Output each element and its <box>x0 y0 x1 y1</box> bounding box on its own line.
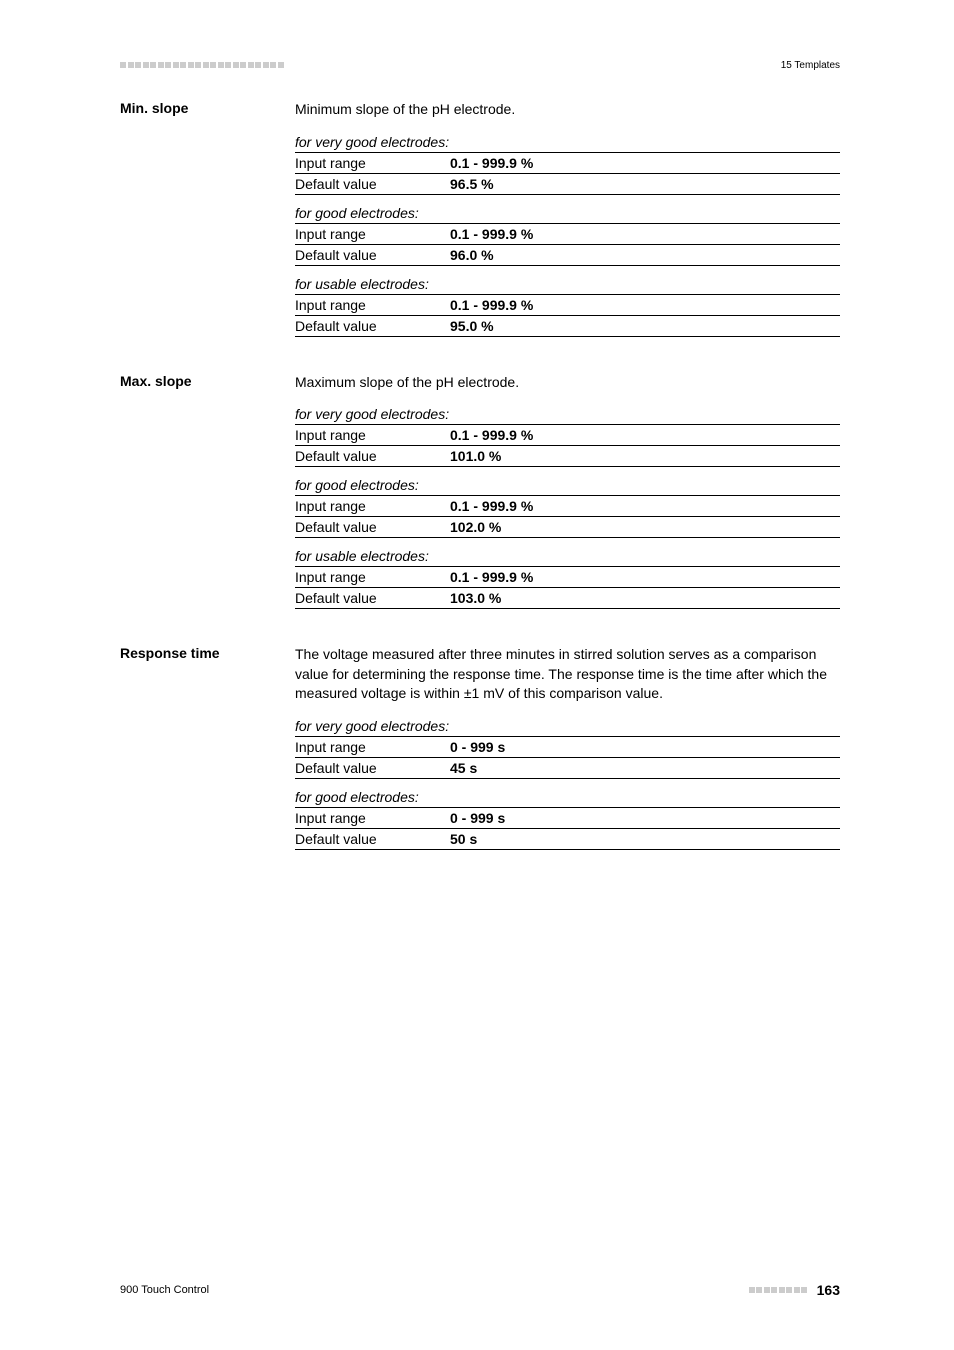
parameter-label: Max. slope <box>120 373 295 620</box>
kv-value: 103.0 % <box>450 590 501 606</box>
parameter-subgroup: for usable electrodes: Input range0.1 - 9… <box>295 276 840 337</box>
subgroup-heading: for good electrodes: <box>295 205 840 221</box>
kv-value: 0.1 - 999.9 % <box>450 297 533 313</box>
kv-table: Input range0.1 - 999.9 %Default value102… <box>295 495 840 538</box>
subgroup-heading: for good electrodes: <box>295 477 840 493</box>
parameter-section: Min. slopeMinimum slope of the pH electr… <box>120 100 840 347</box>
kv-table: Input range0.1 - 999.9 %Default value103… <box>295 566 840 609</box>
kv-key: Input range <box>295 498 450 514</box>
kv-row: Default value45 s <box>295 757 840 779</box>
parameter-subgroup: for usable electrodes: Input range0.1 - 9… <box>295 548 840 609</box>
kv-value: 102.0 % <box>450 519 501 535</box>
kv-value: 96.0 % <box>450 247 494 263</box>
kv-value: 0 - 999 s <box>450 810 505 826</box>
parameter-subgroup: for very good electrodes: Input range0 - … <box>295 718 840 779</box>
kv-row: Input range0.1 - 999.9 % <box>295 566 840 587</box>
parameter-row: Min. slopeMinimum slope of the pH electr… <box>120 100 840 347</box>
subgroup-heading: for very good electrodes: <box>295 406 840 422</box>
parameter-description: Minimum slope of the pH electrode. <box>295 100 840 120</box>
kv-table: Input range0 - 999 sDefault value45 s <box>295 736 840 779</box>
kv-row: Input range0 - 999 s <box>295 807 840 828</box>
kv-value: 101.0 % <box>450 448 501 464</box>
footer-right-group: 163 <box>749 1282 840 1298</box>
page-number: 163 <box>817 1282 840 1298</box>
kv-key: Input range <box>295 226 450 242</box>
parameter-section: Response timeThe voltage measured after … <box>120 645 840 860</box>
parameter-subgroup: for very good electrodes: Input range0.1 … <box>295 406 840 467</box>
kv-row: Default value102.0 % <box>295 516 840 538</box>
kv-key: Default value <box>295 760 450 776</box>
kv-value: 45 s <box>450 760 477 776</box>
page-content: Min. slopeMinimum slope of the pH electr… <box>120 100 840 886</box>
parameter-subgroup: for good electrodes: Input range0.1 - 999… <box>295 477 840 538</box>
parameter-description: The voltage measured after three minutes… <box>295 645 840 704</box>
kv-key: Default value <box>295 318 450 334</box>
kv-value: 95.0 % <box>450 318 494 334</box>
kv-value: 0.1 - 999.9 % <box>450 226 533 242</box>
kv-table: Input range0 - 999 sDefault value50 s <box>295 807 840 850</box>
kv-table: Input range0.1 - 999.9 %Default value96.… <box>295 152 840 195</box>
page-footer: 900 Touch Control 163 <box>120 1282 840 1298</box>
parameter-body: The voltage measured after three minutes… <box>295 645 840 860</box>
kv-row: Input range0.1 - 999.9 % <box>295 424 840 445</box>
kv-value: 0.1 - 999.9 % <box>450 498 533 514</box>
subgroup-heading: for usable electrodes: <box>295 276 840 292</box>
parameter-subgroup: for good electrodes: Input range0.1 - 999… <box>295 205 840 266</box>
parameter-label: Min. slope <box>120 100 295 347</box>
subgroup-heading: for very good electrodes: <box>295 718 840 734</box>
parameter-subgroup: for very good electrodes: Input range0.1 … <box>295 134 840 195</box>
header-ornament-squares <box>120 62 285 68</box>
kv-row: Default value96.5 % <box>295 173 840 195</box>
kv-key: Input range <box>295 297 450 313</box>
kv-key: Input range <box>295 155 450 171</box>
footer-ornament-squares <box>749 1287 809 1293</box>
chapter-label: 15 Templates <box>781 60 840 71</box>
kv-key: Default value <box>295 831 450 847</box>
kv-value: 50 s <box>450 831 477 847</box>
kv-table: Input range0.1 - 999.9 %Default value101… <box>295 424 840 467</box>
parameter-row: Response timeThe voltage measured after … <box>120 645 840 860</box>
kv-row: Input range0.1 - 999.9 % <box>295 223 840 244</box>
kv-key: Input range <box>295 427 450 443</box>
kv-row: Input range0 - 999 s <box>295 736 840 757</box>
page-header: 15 Templates <box>120 58 840 72</box>
footer-product-name: 900 Touch Control <box>120 1284 209 1296</box>
kv-row: Input range0.1 - 999.9 % <box>295 152 840 173</box>
kv-key: Input range <box>295 810 450 826</box>
subgroup-heading: for usable electrodes: <box>295 548 840 564</box>
parameter-body: Maximum slope of the pH electrode. for ve… <box>295 373 840 620</box>
parameter-subgroup: for good electrodes: Input range0 - 999 s… <box>295 789 840 850</box>
kv-row: Default value50 s <box>295 828 840 850</box>
kv-row: Default value103.0 % <box>295 587 840 609</box>
parameter-row: Max. slopeMaximum slope of the pH electr… <box>120 373 840 620</box>
kv-value: 0.1 - 999.9 % <box>450 569 533 585</box>
kv-row: Default value95.0 % <box>295 315 840 337</box>
kv-table: Input range0.1 - 999.9 %Default value96.… <box>295 223 840 266</box>
parameter-body: Minimum slope of the pH electrode. for ve… <box>295 100 840 347</box>
kv-value: 0 - 999 s <box>450 739 505 755</box>
kv-row: Input range0.1 - 999.9 % <box>295 495 840 516</box>
kv-key: Default value <box>295 247 450 263</box>
kv-key: Default value <box>295 519 450 535</box>
kv-value: 96.5 % <box>450 176 494 192</box>
kv-value: 0.1 - 999.9 % <box>450 427 533 443</box>
kv-row: Default value101.0 % <box>295 445 840 467</box>
kv-key: Default value <box>295 448 450 464</box>
subgroup-heading: for good electrodes: <box>295 789 840 805</box>
kv-row: Input range0.1 - 999.9 % <box>295 294 840 315</box>
kv-value: 0.1 - 999.9 % <box>450 155 533 171</box>
subgroup-heading: for very good electrodes: <box>295 134 840 150</box>
kv-key: Default value <box>295 176 450 192</box>
parameter-description: Maximum slope of the pH electrode. <box>295 373 840 393</box>
kv-key: Input range <box>295 569 450 585</box>
parameter-section: Max. slopeMaximum slope of the pH electr… <box>120 373 840 620</box>
parameter-label: Response time <box>120 645 295 860</box>
kv-table: Input range0.1 - 999.9 %Default value95.… <box>295 294 840 337</box>
kv-row: Default value96.0 % <box>295 244 840 266</box>
kv-key: Default value <box>295 590 450 606</box>
kv-key: Input range <box>295 739 450 755</box>
